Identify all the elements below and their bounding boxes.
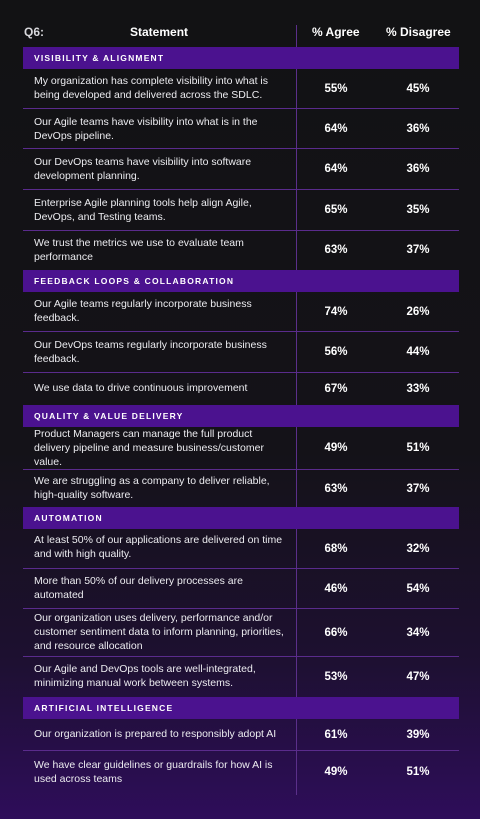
statement-text: At least 50% of our applications are del… — [34, 534, 283, 560]
disagree-value: 36% — [406, 122, 430, 135]
agree-value: 68% — [324, 542, 348, 555]
agree-header: % Agree — [312, 25, 360, 39]
statement-text: We trust the metrics we use to evaluate … — [34, 237, 244, 263]
agree-value: 63% — [324, 244, 348, 256]
disagree-value: 44% — [406, 346, 430, 358]
statement-text: Our DevOps teams regularly incorporate b… — [34, 339, 267, 365]
disagree-value: 32% — [406, 542, 430, 555]
statement-text: Our Agile teams have visibility into wha… — [34, 116, 258, 142]
statement-text: We use data to drive continuous improvem… — [34, 382, 248, 394]
statement-text: We have clear guidelines or guardrails f… — [34, 759, 273, 785]
statement-text: More than 50% of our delivery processes … — [34, 575, 243, 601]
table-row: Our organization is prepared to responsi… — [23, 719, 459, 750]
section-header-ai: ARTIFICIAL INTELLIGENCE — [23, 697, 459, 719]
table-header: Q6: Statement % Agree % Disagree — [0, 25, 480, 43]
disagree-value: 26% — [406, 305, 430, 318]
table-row: We trust the metrics we use to evaluate … — [23, 231, 459, 269]
disagree-value: 45% — [406, 82, 430, 95]
table-row: Our DevOps teams have visibility into so… — [23, 149, 459, 189]
agree-value: 55% — [324, 82, 348, 95]
agree-value: 49% — [324, 766, 348, 778]
row-divider — [23, 331, 459, 332]
disagree-value: 54% — [406, 582, 430, 595]
table-row: Our Agile teams have visibility into wha… — [23, 109, 459, 148]
section-header-automation: AUTOMATION — [23, 507, 459, 529]
table-row: My organization has complete visibility … — [23, 69, 459, 108]
statement-text: Our Agile and DevOps tools are well-inte… — [34, 663, 256, 689]
statement-text: Product Managers can manage the full pro… — [34, 428, 264, 468]
statement-header: Statement — [130, 25, 189, 39]
agree-value: 65% — [324, 204, 348, 216]
row-divider — [23, 189, 459, 190]
agree-value: 64% — [324, 163, 348, 175]
disagree-value: 37% — [406, 244, 430, 256]
table-row: Product Managers can manage the full pro… — [23, 427, 459, 469]
row-divider — [23, 656, 459, 657]
agree-value: 63% — [324, 482, 348, 495]
row-divider — [23, 469, 459, 470]
disagree-value: 47% — [406, 670, 430, 683]
statement-text: Our Agile teams regularly incorporate bu… — [34, 298, 252, 324]
row-divider — [23, 148, 459, 149]
disagree-value: 37% — [406, 482, 430, 495]
table-row: Enterprise Agile planning tools help ali… — [23, 190, 459, 230]
agree-value: 53% — [324, 670, 348, 683]
row-divider — [23, 230, 459, 231]
table-row: More than 50% of our delivery processes … — [23, 569, 459, 608]
disagree-value: 39% — [406, 728, 430, 741]
statement-text: Our organization uses delivery, performa… — [34, 612, 284, 652]
agree-value: 64% — [324, 122, 348, 135]
disagree-value: 51% — [406, 442, 430, 454]
agree-value: 61% — [324, 728, 348, 741]
table-row: We have clear guidelines or guardrails f… — [23, 751, 459, 793]
agree-value: 46% — [324, 582, 348, 595]
question-label: Q6: — [24, 25, 45, 39]
disagree-value: 51% — [406, 766, 430, 778]
row-divider — [23, 608, 459, 609]
agree-value: 66% — [324, 626, 348, 639]
agree-value: 56% — [324, 346, 348, 358]
statement-text: My organization has complete visibility … — [34, 75, 269, 101]
statement-text: Enterprise Agile planning tools help ali… — [34, 197, 252, 223]
disagree-value: 35% — [406, 204, 430, 216]
row-divider — [23, 750, 459, 751]
agree-value: 67% — [324, 382, 348, 395]
section-header-feedback: FEEDBACK LOOPS & COLLABORATION — [23, 270, 459, 292]
section-header-visibility: VISIBILITY & ALIGNMENT — [23, 47, 459, 69]
section-header-quality: QUALITY & VALUE DELIVERY — [23, 405, 459, 427]
disagree-value: 34% — [406, 626, 430, 639]
agree-value: 74% — [324, 305, 348, 318]
statement-text: Our DevOps teams have visibility into so… — [34, 156, 252, 182]
disagree-header: % Disagree — [386, 25, 451, 39]
row-divider — [23, 568, 459, 569]
table-row: Our Agile and DevOps tools are well-inte… — [23, 657, 459, 696]
agree-value: 49% — [324, 442, 348, 454]
table-row: We are struggling as a company to delive… — [23, 470, 459, 507]
table-row: Our Agile teams regularly incorporate bu… — [23, 292, 459, 331]
disagree-value: 33% — [406, 382, 430, 395]
statement-text: Our organization is prepared to responsi… — [34, 728, 277, 740]
row-divider — [23, 372, 459, 373]
row-divider — [23, 108, 459, 109]
statement-text: We are struggling as a company to delive… — [34, 475, 270, 501]
table-row: Our organization uses delivery, performa… — [23, 609, 459, 656]
table-row: We use data to drive continuous improvem… — [23, 373, 459, 404]
table-row: Our DevOps teams regularly incorporate b… — [23, 332, 459, 372]
disagree-value: 36% — [406, 163, 430, 175]
table-row: At least 50% of our applications are del… — [23, 529, 459, 568]
